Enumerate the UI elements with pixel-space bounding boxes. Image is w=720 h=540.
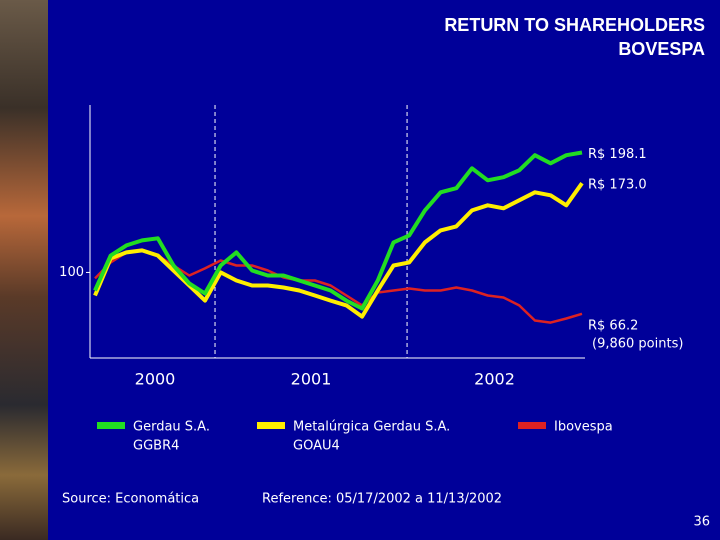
end-label: R$ 198.1 <box>588 147 647 162</box>
legend-swatch <box>97 422 125 429</box>
series-line <box>93 150 583 311</box>
title-line: BOVESPA <box>618 39 705 59</box>
legend-swatch <box>518 422 546 429</box>
end-note: (9,860 points) <box>592 336 683 351</box>
reference: Reference: 05/17/2002 a 11/13/2002 <box>262 492 502 507</box>
end-label: R$ 66.2 <box>588 318 638 333</box>
legend-label: Ibovespa <box>554 420 613 435</box>
y-tick-label: 100 <box>59 265 84 280</box>
legend-ticker: GGBR4 <box>133 439 179 454</box>
x-year-label: 2001 <box>291 370 332 389</box>
legend-swatch <box>257 422 285 429</box>
end-label: R$ 173.0 <box>588 178 647 193</box>
legend-ticker: GOAU4 <box>293 439 340 454</box>
page-number: 36 <box>693 515 710 530</box>
source: Source: Economática <box>62 492 199 507</box>
side-photo <box>0 0 48 540</box>
series-line <box>94 249 583 324</box>
legend-label: Metalúrgica Gerdau S.A. <box>293 420 450 435</box>
series-line <box>93 182 584 319</box>
x-year-label: 2002 <box>474 370 515 389</box>
x-year-label: 2000 <box>135 370 176 389</box>
title-line: RETURN TO SHAREHOLDERS <box>444 15 705 35</box>
legend-label: Gerdau S.A. <box>133 420 210 435</box>
